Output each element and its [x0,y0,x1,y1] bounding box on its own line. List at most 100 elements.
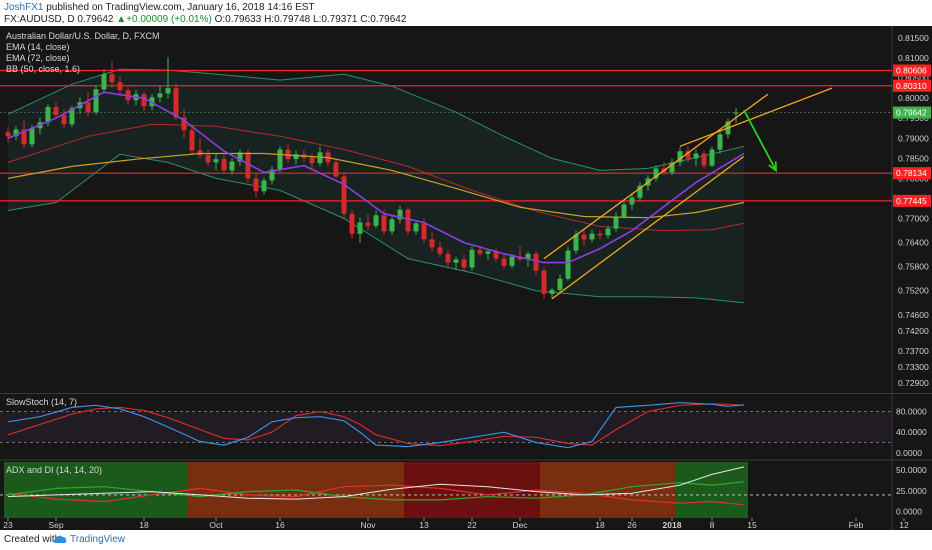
candle-body [205,155,211,163]
candle-body [525,253,531,260]
x-tick-label: Sep [48,520,63,530]
x-tick-label: 23 [3,520,13,530]
tradingview-cloud-icon [54,535,67,543]
candle-body [629,197,635,205]
up-arrow-icon: ▲ [116,14,127,25]
channel-extension-line [679,87,833,147]
candle-body [605,228,611,236]
candle-body [501,258,507,266]
candle-body [445,253,451,263]
di-minus-line [7,484,745,506]
price-tick-label: 0.78500 [898,153,929,163]
x-tick-label: Oct [209,520,223,530]
candle-body [397,209,403,220]
x-tick-label: 13 [419,520,429,530]
tradingview-brand[interactable]: TradingView [70,534,126,545]
pane-backgrounds [0,26,932,530]
candle-body [581,234,587,240]
x-tick-label: 8 [710,520,715,530]
x-tick-label: 15 [747,520,757,530]
channel-lower-line [551,155,745,300]
level-price-label: 0.77445 [896,196,927,206]
symbol-line: FX:AUDUSD, D 0.79642 ▲+0.00009 (+0.01%) … [4,14,406,25]
price-tick-label: 0.72900 [898,378,929,388]
legend-adx: ADX and DI (14, 14, 20) [6,465,102,475]
level-price-tag [893,64,931,77]
candle-body [429,239,435,248]
symbol-text: FX:AUDUSD, D [4,14,75,25]
candle-body [453,259,459,263]
header: JoshFX1 published on TradingView.com, Ja… [0,0,932,26]
level-price-label: 0.80606 [896,66,927,76]
stoch-k-line [7,402,745,449]
candle-body [5,132,11,137]
stoch-d-line [7,403,745,447]
legend-ema14: EMA (14, close) [6,42,70,52]
candle-body [277,149,283,170]
candle-body [309,157,315,164]
change-text: +0.00009 (+0.01%) [126,14,212,25]
candle-body [269,169,275,181]
forecast-arrow-shaft [743,109,777,171]
candle-body [565,250,571,279]
x-tick-label: Dec [512,520,528,530]
price-tick-label: 0.75800 [898,262,929,272]
x-tick-label: 18 [595,520,605,530]
candle-body [733,112,739,114]
published-text: published on TradingView.com, January 16… [43,2,315,13]
candle-body [45,107,51,123]
adx-zone-green [4,462,188,518]
publish-line: JoshFX1 published on TradingView.com, Ja… [4,2,315,13]
legend-instrument: Australian Dollar/U.S. Dollar, D, FXCM [6,31,160,41]
candle-body [261,180,267,192]
candle-body [701,153,707,166]
price-tick-label: 0.77000 [898,214,929,224]
candle-body [541,270,547,294]
chart-stage[interactable]: 0.815000.810000.805000.800000.795000.790… [0,26,932,530]
candle-body [293,154,299,160]
x-tick-label: 26 [627,520,637,530]
candle-body [365,222,371,226]
level-price-label: 0.80310 [896,81,927,91]
candle-body [13,129,19,137]
candle-body [93,89,99,113]
di-plus-line [7,481,745,501]
legends: Australian Dollar/U.S. Dollar, D, FXCM E… [6,31,160,475]
candle-body [157,93,163,98]
candle-body [461,259,467,268]
adx-tick-label: 0.0000 [896,506,922,516]
candle-body [253,178,259,192]
x-tick-label: Nov [360,520,376,530]
x-tick-label: Feb [849,520,864,530]
candle-body [221,159,227,171]
candle-body [197,150,203,156]
stoch-tick-label: 0.0000 [896,448,922,458]
candle-body [413,223,419,232]
x-tick-label: 12 [899,520,909,530]
candle-body [101,74,107,90]
candle-body [485,251,491,254]
candle-body [693,153,699,159]
legend-ema72: EMA (72, close) [6,53,70,63]
price-tick-label: 0.80000 [898,93,929,103]
horizontal-levels [0,69,892,202]
candle-body [333,162,339,177]
candle-body [405,209,411,232]
footer: Created with TradingView [0,530,932,550]
price-tick-label: 0.73300 [898,362,929,372]
candle-body [613,216,619,229]
candle-body [29,128,35,145]
candle-body [109,74,115,83]
channel-upper-line [543,93,769,260]
author-link[interactable]: JoshFX1 [4,2,44,13]
candle-body [173,88,179,118]
candle-body [53,107,59,116]
price-tick-label: 0.76400 [898,238,929,248]
candle-body [669,162,675,173]
price-tick-label: 0.81000 [898,53,929,63]
stoch-band [0,411,892,443]
candle-body [709,149,715,166]
adx-tick-label: 25.0000 [896,486,927,496]
chart-svg[interactable]: 0.815000.810000.805000.800000.795000.790… [0,26,932,530]
